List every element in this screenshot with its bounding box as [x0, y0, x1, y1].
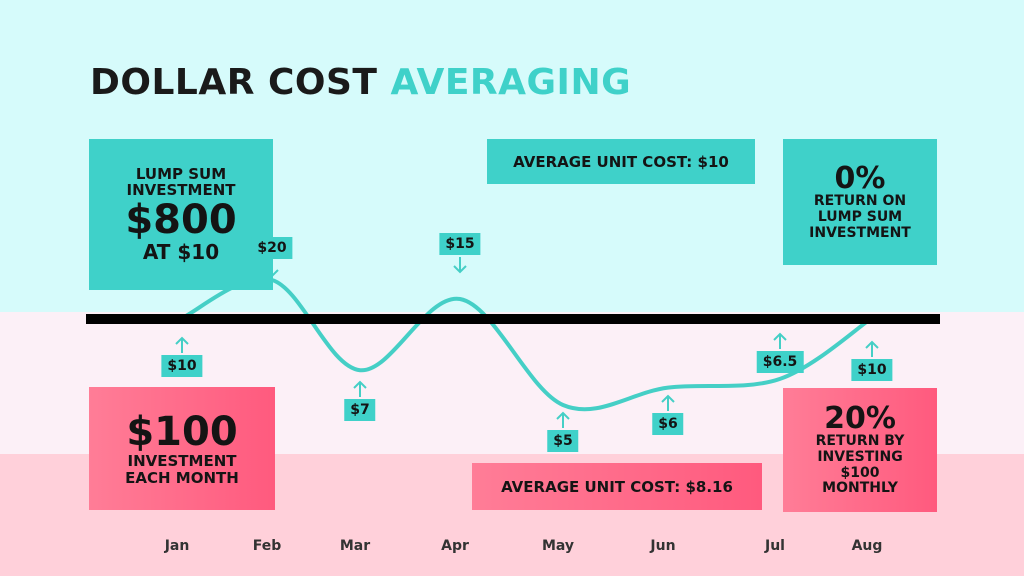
- lump-sum-box: LUMP SUM INVESTMENT $800 AT $10: [89, 139, 273, 290]
- dca-return-line-4: MONTHLY: [822, 480, 898, 497]
- price-label-mar: $7: [344, 399, 376, 421]
- arrow-icon-aug: [865, 340, 879, 357]
- dca-return-line-3: $100: [840, 464, 880, 481]
- monthly-line-2: EACH MONTH: [125, 468, 239, 487]
- dca-return-box: 20% RETURN BY INVESTING $100 MONTHLY: [783, 388, 937, 512]
- arrow-icon-may: [556, 411, 570, 428]
- x-tick-aug: Aug: [851, 538, 883, 554]
- monthly-line-1: INVESTMENT: [127, 451, 237, 470]
- title-part-2: AVERAGING: [390, 62, 632, 103]
- x-tick-jan: Jan: [164, 538, 190, 554]
- x-tick-jun: Jun: [650, 538, 676, 554]
- x-tick-may: May: [541, 538, 575, 554]
- x-tick-apr: Apr: [441, 538, 469, 554]
- lump-return-pct: 0%: [834, 160, 886, 196]
- lump-sum-price-line: [86, 314, 940, 324]
- lump-sum-line-2: INVESTMENT: [126, 181, 236, 200]
- average-cost-top: AVERAGE UNIT COST: $10: [487, 139, 755, 184]
- lump-sum-return-box: 0% RETURN ON LUMP SUM INVESTMENT: [783, 139, 937, 265]
- price-label-jun: $6: [652, 413, 684, 435]
- x-tick-jul: Jul: [765, 538, 785, 554]
- price-label-aug: $10: [851, 359, 893, 381]
- lump-sum-amount: $800: [125, 197, 237, 244]
- dca-return-pct: 20%: [824, 400, 896, 436]
- dca-return-line-2: INVESTING: [817, 449, 903, 466]
- lump-return-line-3: INVESTMENT: [809, 224, 911, 241]
- x-tick-feb: Feb: [252, 538, 282, 554]
- lump-return-line-1: RETURN ON: [813, 193, 907, 210]
- lump-return-line-2: LUMP SUM: [817, 208, 903, 225]
- price-label-feb: $20: [251, 237, 293, 259]
- dca-return-line-1: RETURN BY: [815, 433, 905, 450]
- monthly-investment-box: $100 INVESTMENT EACH MONTH: [89, 387, 275, 510]
- arrow-icon-mar: [353, 380, 367, 397]
- price-label-jul: $6.5: [756, 351, 804, 373]
- arrow-icon-jul: [773, 332, 787, 349]
- arrow-icon-jun: [661, 394, 675, 411]
- x-tick-mar: Mar: [339, 538, 371, 554]
- arrow-icon-jan: [175, 336, 189, 353]
- price-label-apr: $15: [439, 233, 481, 255]
- price-line: [180, 276, 874, 412]
- arrow-icon-apr: [453, 257, 467, 274]
- page-title: DOLLAR COST AVERAGING: [90, 62, 631, 103]
- price-label-jan: $10: [161, 355, 203, 377]
- lump-sum-line-3: AT $10: [142, 240, 220, 265]
- price-label-may: $5: [547, 430, 579, 452]
- monthly-amount: $100: [126, 408, 238, 455]
- lump-sum-line-1: LUMP SUM: [135, 164, 227, 183]
- title-part-1: DOLLAR COST: [90, 62, 378, 103]
- average-cost-bottom: AVERAGE UNIT COST: $8.16: [472, 463, 762, 510]
